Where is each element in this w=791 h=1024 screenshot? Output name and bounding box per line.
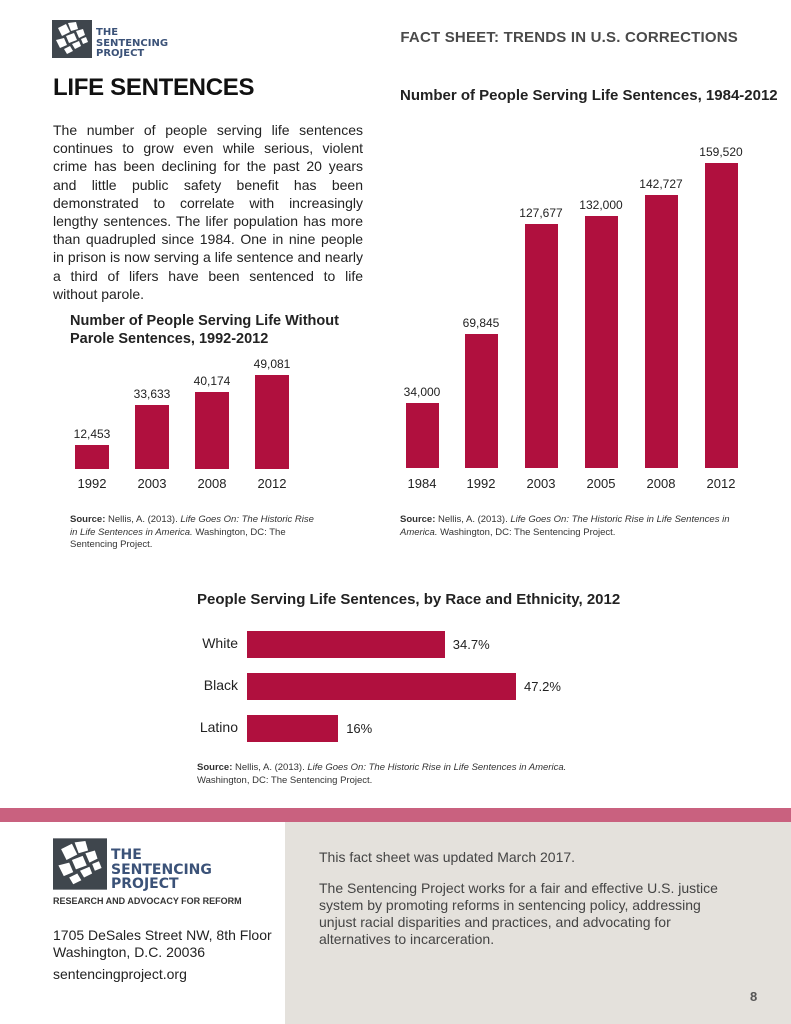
bar [247, 631, 445, 658]
bar [247, 673, 517, 700]
category-label: 2003 [137, 476, 167, 491]
category-label: Black [203, 677, 238, 693]
source-title: Life Goes On: The Historic Rise in Life … [400, 514, 730, 538]
footer-band [0, 808, 791, 822]
life-sentences-chart-title: Number of People Serving Life Sentences,… [400, 87, 778, 104]
category-label: 2003 [526, 476, 556, 491]
value-label: 12,453 [73, 427, 111, 442]
lwop-chart: 12,453 1992 33,633 2003 40,174 2008 49,081 2012 [0, 0, 360, 500]
source-title: Life Goes On: The Historic Rise in Life … [307, 762, 567, 773]
logo-line: PROJECT [96, 48, 145, 59]
category-label: 2012 [706, 476, 736, 491]
logo-line: THE [96, 27, 119, 38]
category-label: White [202, 635, 238, 651]
address-line: Washington, D.C. 20036 [53, 944, 206, 960]
bar [75, 445, 109, 469]
source-prefix: Source: [70, 514, 106, 525]
source-author: Nellis, A. (2013). [438, 514, 508, 525]
value-label: 47.2% [524, 679, 561, 694]
category-label: 1992 [77, 476, 107, 491]
race-source: Source: Nellis, A. (2013). Life Goes On:… [197, 762, 577, 787]
tagline: RESEARCH AND ADVOCACY FOR REFORM [53, 896, 242, 906]
bar [255, 375, 289, 469]
address-line: 1705 DeSales Street NW, 8th Floor [53, 927, 272, 943]
mission-statement: The Sentencing Project works for a fair … [319, 880, 718, 947]
bar [644, 195, 678, 468]
life-sentences-source: Source: Nellis, A. (2013). Life Goes On:… [400, 514, 740, 539]
value-label: 16% [346, 721, 373, 736]
value-label: 159,520 [699, 145, 743, 159]
series-title: FACT SHEET: TRENDS IN U.S. CORRECTIONS [400, 29, 738, 46]
value-label: 34,000 [403, 384, 441, 399]
logo-line: SENTENCING [96, 37, 169, 49]
category-label: 2008 [646, 476, 676, 491]
updated-note: This fact sheet was updated March 2017. [319, 849, 576, 865]
address: 1705 DeSales Street NW, 8th Floor Washin… [53, 927, 272, 961]
category-label: 1992 [466, 476, 496, 491]
lwop-chart-title: Number of People Serving Life Without Pa… [70, 312, 339, 348]
page-number: 8 [750, 989, 758, 1004]
race-chart: White 34.7% Black 47.2% Latino 16% [199, 631, 561, 742]
value-label: 132,000 [579, 197, 623, 212]
bar [584, 215, 618, 468]
bar [405, 402, 439, 468]
value-label: 49,081 [253, 357, 291, 371]
source-publisher: Washington, DC: The Sentencing Project. [440, 526, 616, 538]
website-link[interactable]: sentencingproject.org [53, 966, 187, 982]
logo-line: THE [111, 847, 142, 863]
bar [704, 163, 738, 468]
category-label: 2008 [197, 476, 227, 491]
lwop-title-line: Number of People Serving Life Without [70, 313, 339, 329]
value-label: 40,174 [193, 374, 231, 389]
source-prefix: Source: [197, 762, 233, 773]
source-author: Nellis, A. (2013). [235, 762, 305, 773]
bar [195, 392, 229, 469]
bar [524, 223, 558, 468]
logo-grid-icon [52, 20, 92, 58]
value-label: 33,633 [133, 386, 171, 401]
lwop-source: Source: Nellis, A. (2013). Life Goes On:… [70, 514, 315, 552]
source-title: Life Goes On: The Historic Rise in Life … [70, 514, 314, 538]
category-label: Latino [199, 719, 238, 735]
category-label: 1984 [407, 476, 437, 491]
intro-paragraph: The number of people serving life senten… [53, 122, 363, 302]
logo-grid-icon [53, 838, 107, 890]
bar [135, 404, 169, 469]
life-sentences-chart: 34,000 1984 69,845 1992 127,677 2003 132,000 20… [0, 0, 791, 500]
source-author: Nellis, A. (2013). [108, 514, 178, 525]
bar [247, 715, 339, 742]
value-label: 69,845 [462, 316, 500, 331]
value-label: 127,677 [519, 205, 563, 220]
source-prefix: Source: [400, 514, 436, 525]
lwop-title-line: Parole Sentences, 1992-2012 [70, 331, 269, 347]
source-publisher: Washington, DC: The Sentencing Project. [197, 774, 373, 786]
bar [464, 334, 498, 468]
logo-line: SENTENCING [111, 861, 212, 878]
logo-line: PROJECT [111, 876, 179, 893]
category-label: 2012 [257, 476, 287, 491]
value-label: 142,727 [639, 177, 683, 192]
source-publisher: Washington, DC: The Sentencing Project. [70, 526, 286, 551]
page-title: LIFE SENTENCES [53, 74, 255, 101]
value-label: 34.7% [452, 637, 490, 652]
category-label: 2005 [586, 476, 616, 491]
race-chart-title: People Serving Life Sentences, by Race a… [197, 591, 621, 608]
footer-info-panel [285, 822, 791, 1024]
